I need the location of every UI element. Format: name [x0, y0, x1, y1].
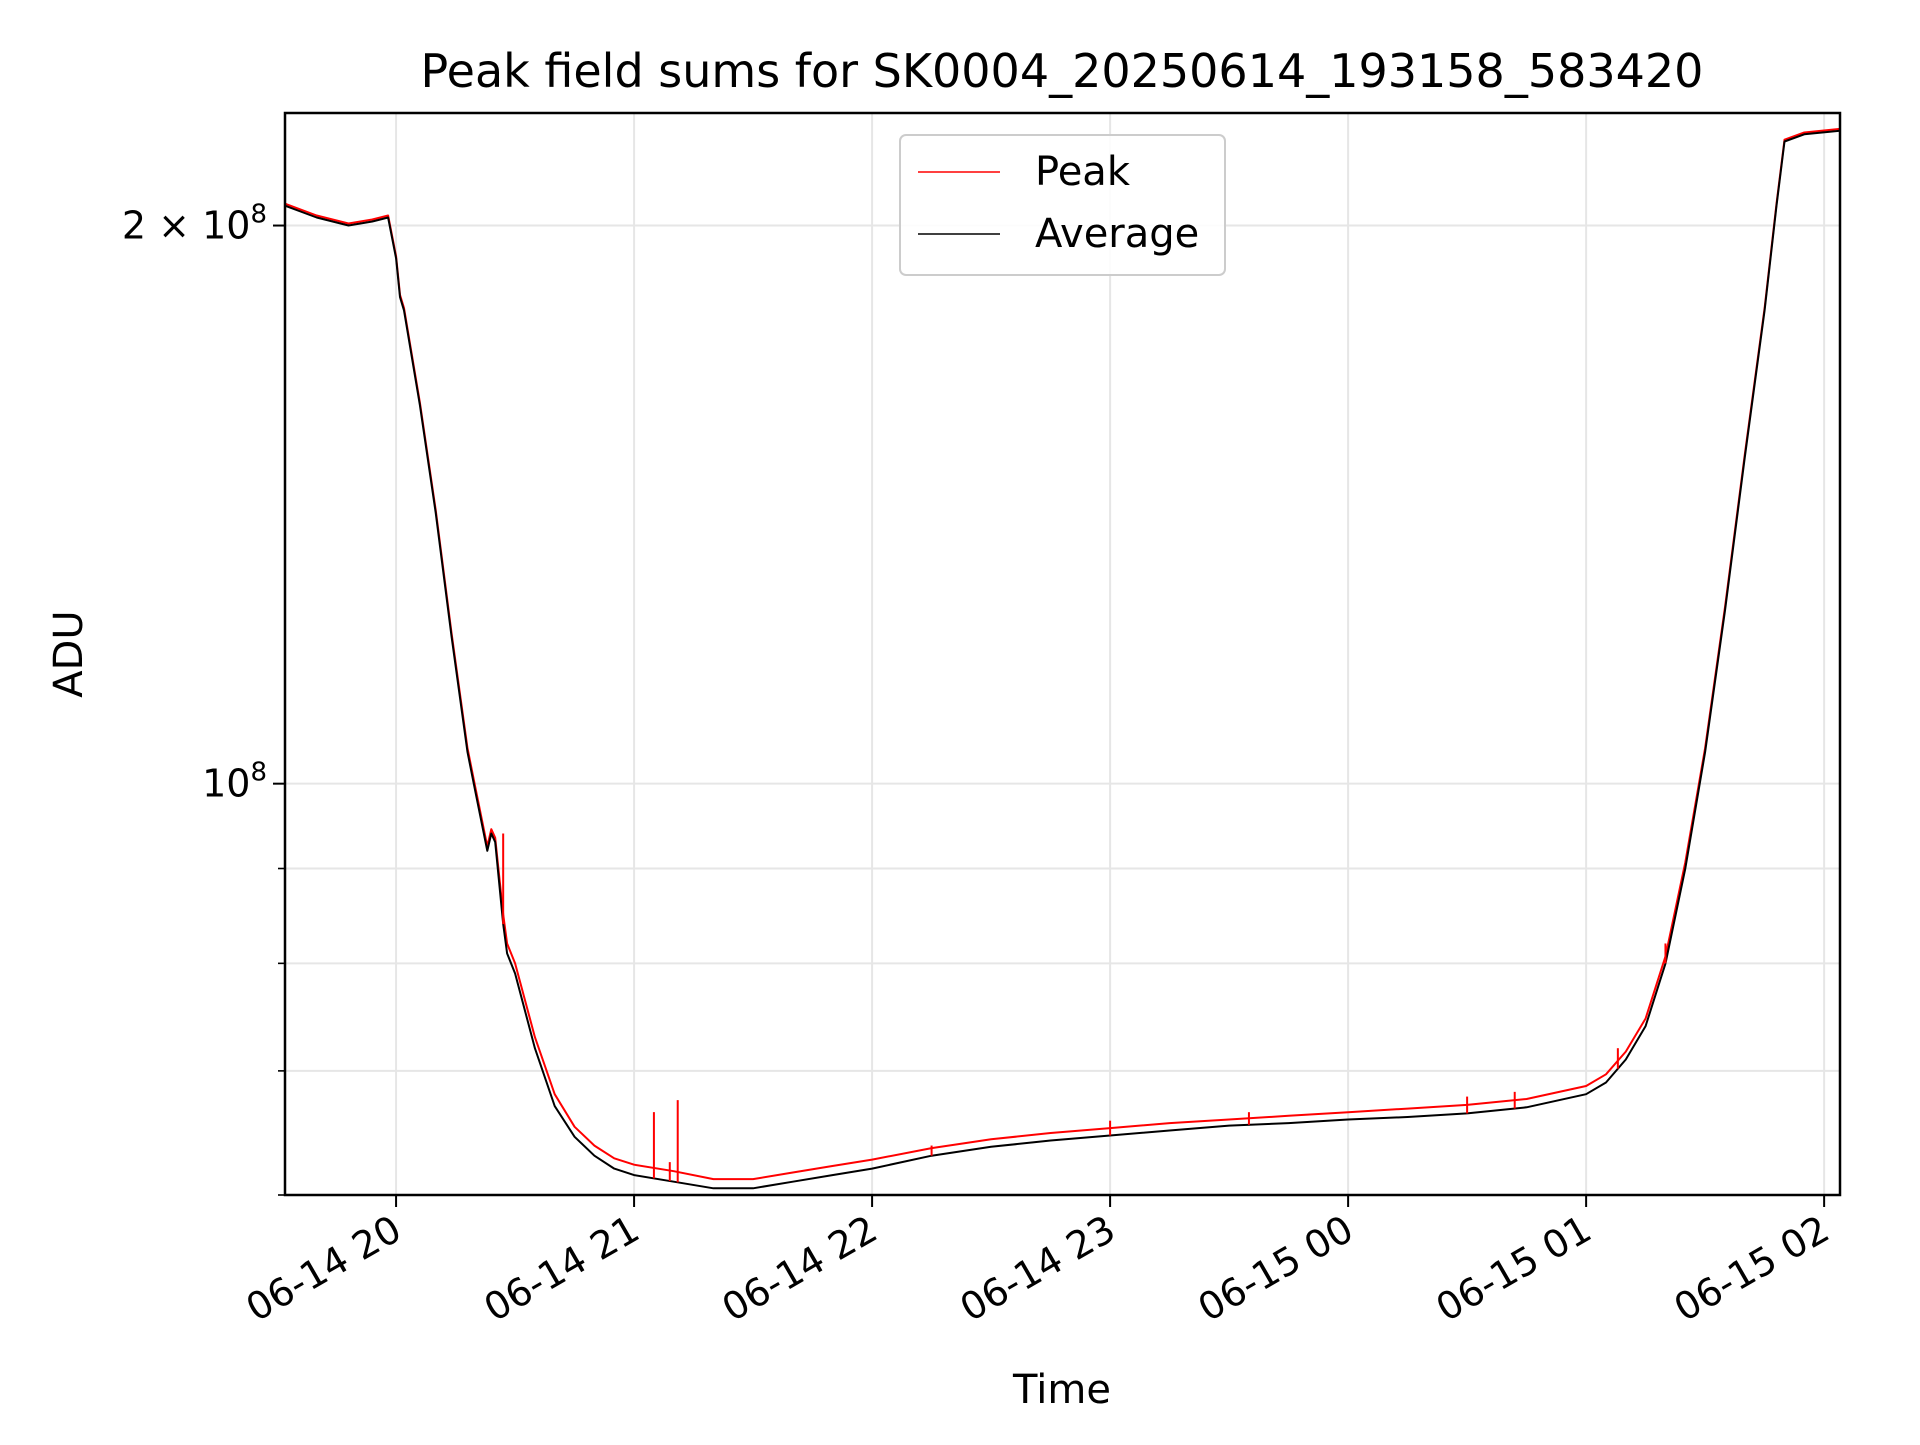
- y-axis-label: ADU: [46, 610, 92, 697]
- series-line-average: [285, 129, 1840, 1190]
- chart-title: Peak field sums for SK0004_20250614_1931…: [421, 44, 1704, 98]
- y-tick-label: 108: [202, 758, 267, 806]
- x-axis-label: Time: [1012, 1367, 1111, 1413]
- legend: Peak Average: [899, 134, 1226, 276]
- plot-frame: [283, 111, 1842, 1197]
- series-layer: [285, 127, 1840, 1190]
- legend-label-peak: Peak: [1035, 149, 1131, 195]
- legend-label-average: Average: [1035, 211, 1199, 257]
- y-axis-ticks: 2 × 108 108: [122, 200, 285, 1196]
- y-tick-label: 2 × 108: [122, 200, 267, 248]
- legend-box: [899, 134, 1226, 276]
